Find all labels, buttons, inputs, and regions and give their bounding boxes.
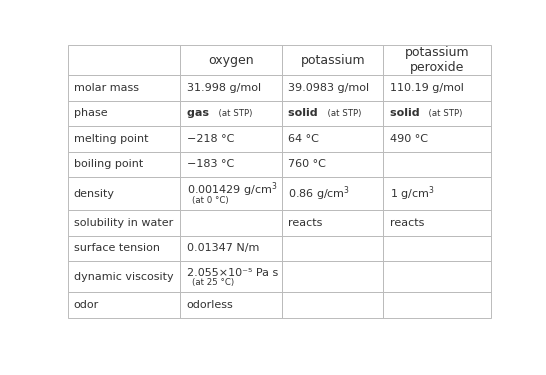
Text: density: density (74, 189, 115, 198)
Bar (180, 292, 282, 318)
Text: −218 °C: −218 °C (187, 134, 234, 144)
Text: oxygen: oxygen (209, 54, 254, 67)
Text: 0.86 g/cm$^3$: 0.86 g/cm$^3$ (288, 184, 351, 203)
Bar (180, 152, 282, 177)
Bar (180, 210, 282, 236)
Bar (180, 45, 282, 75)
Bar (282, 177, 383, 210)
Text: 31.998 g/mol: 31.998 g/mol (187, 83, 261, 93)
Bar (383, 152, 491, 177)
Text: solid: solid (288, 108, 322, 118)
Bar (180, 126, 282, 152)
Bar (383, 177, 491, 210)
Bar (282, 292, 383, 318)
Text: phase: phase (74, 108, 108, 118)
Bar (282, 261, 383, 292)
Bar (180, 75, 282, 101)
Bar (180, 177, 282, 210)
Text: solid: solid (390, 108, 423, 118)
Bar (68, 210, 180, 236)
Text: reacts: reacts (288, 218, 323, 228)
Bar (282, 101, 383, 126)
Bar (383, 126, 491, 152)
Bar (282, 210, 383, 236)
Bar (68, 45, 180, 75)
Text: molar mass: molar mass (74, 83, 139, 93)
Text: (at STP): (at STP) (322, 109, 361, 118)
Text: dynamic viscosity: dynamic viscosity (74, 272, 174, 282)
Bar (180, 236, 282, 261)
Bar (68, 261, 180, 292)
Text: solubility in water: solubility in water (74, 218, 173, 228)
Text: boiling point: boiling point (74, 159, 143, 169)
Text: 1 g/cm$^3$: 1 g/cm$^3$ (390, 184, 435, 203)
Text: 64 °C: 64 °C (288, 134, 319, 144)
Text: (at STP): (at STP) (212, 109, 252, 118)
Text: melting point: melting point (74, 134, 149, 144)
Bar (68, 75, 180, 101)
Bar (282, 45, 383, 75)
Text: potassium: potassium (300, 54, 365, 67)
Bar (68, 177, 180, 210)
Bar (383, 210, 491, 236)
Text: (at 0 °C): (at 0 °C) (192, 196, 228, 205)
Text: surface tension: surface tension (74, 243, 160, 253)
Text: 110.19 g/mol: 110.19 g/mol (390, 83, 464, 93)
Text: potassium
peroxide: potassium peroxide (405, 46, 470, 74)
Bar (282, 152, 383, 177)
Bar (383, 236, 491, 261)
Bar (383, 45, 491, 75)
Text: gas: gas (187, 108, 212, 118)
Text: 39.0983 g/mol: 39.0983 g/mol (288, 83, 370, 93)
Bar (282, 75, 383, 101)
Bar (180, 261, 282, 292)
Bar (383, 292, 491, 318)
Bar (383, 101, 491, 126)
Text: reacts: reacts (390, 218, 424, 228)
Text: odorless: odorless (187, 300, 234, 310)
Bar (68, 101, 180, 126)
Text: (at STP): (at STP) (423, 109, 462, 118)
Bar (383, 75, 491, 101)
Text: 760 °C: 760 °C (288, 159, 326, 169)
Bar (282, 126, 383, 152)
Bar (68, 152, 180, 177)
Text: 0.001429 g/cm$^3$: 0.001429 g/cm$^3$ (187, 180, 277, 198)
Bar (68, 292, 180, 318)
Bar (68, 126, 180, 152)
Text: (at 25 °C): (at 25 °C) (192, 278, 234, 287)
Text: 0.01347 N/m: 0.01347 N/m (187, 243, 259, 253)
Text: 2.055×10⁻⁵ Pa s: 2.055×10⁻⁵ Pa s (187, 267, 278, 278)
Bar (383, 261, 491, 292)
Text: 490 °C: 490 °C (390, 134, 428, 144)
Text: −183 °C: −183 °C (187, 159, 234, 169)
Bar (180, 101, 282, 126)
Text: odor: odor (74, 300, 99, 310)
Bar (68, 236, 180, 261)
Bar (282, 236, 383, 261)
